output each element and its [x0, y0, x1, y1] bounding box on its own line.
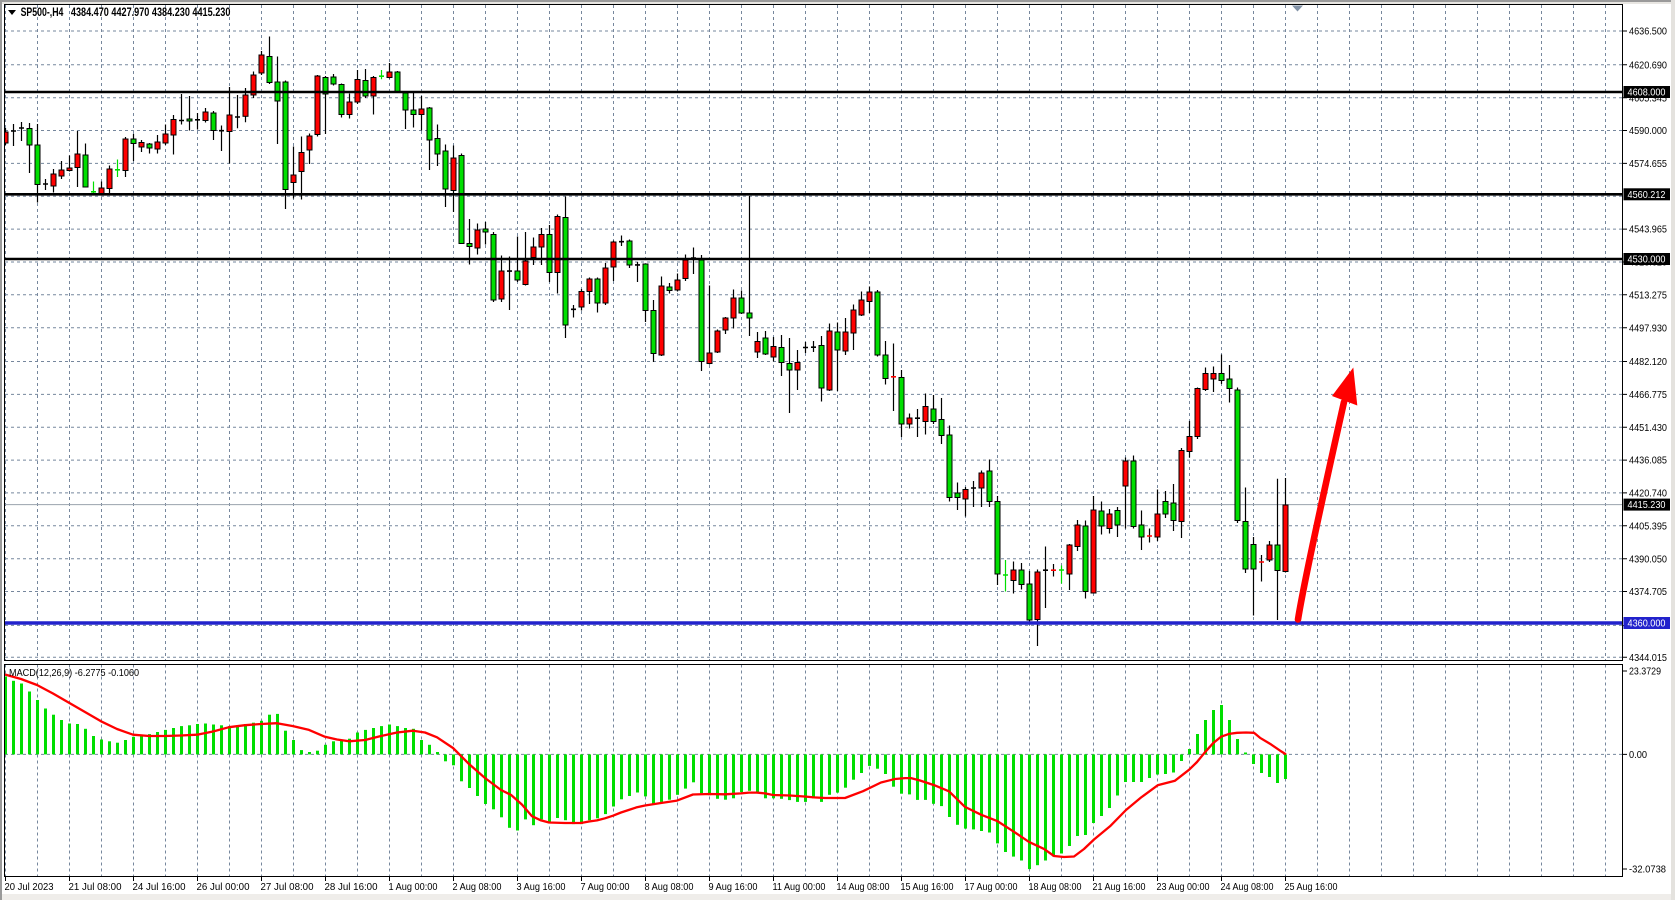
svg-text:24 Jul 16:00: 24 Jul 16:00	[133, 881, 186, 893]
svg-text:SP500-,H4: SP500-,H4	[21, 7, 64, 19]
svg-text:11 Aug 00:00: 11 Aug 00:00	[773, 881, 826, 893]
svg-text:4574.655: 4574.655	[1629, 158, 1667, 170]
svg-text:15 Aug 16:00: 15 Aug 16:00	[901, 881, 954, 893]
svg-text:4384.470 4427.970 4384.230 441: 4384.470 4427.970 4384.230 4415.230	[71, 7, 231, 19]
svg-text:4560.212: 4560.212	[1628, 189, 1666, 201]
svg-text:4530.000: 4530.000	[1628, 254, 1666, 266]
svg-text:21 Aug 16:00: 21 Aug 16:00	[1093, 881, 1146, 893]
svg-text:3 Aug 16:00: 3 Aug 16:00	[517, 881, 566, 893]
svg-text:18 Aug 08:00: 18 Aug 08:00	[1029, 881, 1082, 893]
svg-text:0.00: 0.00	[1629, 749, 1647, 761]
svg-text:4543.965: 4543.965	[1629, 224, 1667, 236]
svg-text:24 Aug 08:00: 24 Aug 08:00	[1221, 881, 1274, 893]
svg-text:4513.275: 4513.275	[1629, 289, 1667, 301]
svg-text:9 Aug 16:00: 9 Aug 16:00	[709, 881, 758, 893]
svg-text:4636.500: 4636.500	[1629, 26, 1667, 38]
svg-text:4415.230: 4415.230	[1628, 499, 1666, 511]
svg-text:4344.015: 4344.015	[1629, 652, 1667, 664]
svg-text:4497.930: 4497.930	[1629, 322, 1667, 334]
svg-text:4482.120: 4482.120	[1629, 356, 1667, 368]
svg-text:21 Jul 08:00: 21 Jul 08:00	[69, 881, 122, 893]
svg-text:4620.690: 4620.690	[1629, 59, 1667, 71]
svg-text:1 Aug 00:00: 1 Aug 00:00	[389, 881, 438, 893]
svg-text:27 Jul 08:00: 27 Jul 08:00	[261, 881, 314, 893]
svg-text:25 Aug 16:00: 25 Aug 16:00	[1285, 881, 1338, 893]
svg-text:7 Aug 00:00: 7 Aug 00:00	[581, 881, 630, 893]
svg-text:23 Aug 00:00: 23 Aug 00:00	[1157, 881, 1210, 893]
svg-text:4466.775: 4466.775	[1629, 389, 1667, 401]
svg-text:4390.050: 4390.050	[1629, 553, 1667, 565]
svg-text:4451.430: 4451.430	[1629, 422, 1667, 434]
svg-text:MACD(12,26,9) -6.2775 -0.1060: MACD(12,26,9) -6.2775 -0.1060	[9, 667, 139, 679]
svg-text:23.3729: 23.3729	[1629, 666, 1661, 678]
svg-text:2 Aug 08:00: 2 Aug 08:00	[453, 881, 502, 893]
svg-text:26 Jul 00:00: 26 Jul 00:00	[197, 881, 250, 893]
svg-text:8 Aug 08:00: 8 Aug 08:00	[645, 881, 694, 893]
svg-text:4608.000: 4608.000	[1628, 87, 1666, 99]
svg-text:-32.0738: -32.0738	[1629, 864, 1666, 876]
svg-text:28 Jul 16:00: 28 Jul 16:00	[325, 881, 378, 893]
svg-text:4360.000: 4360.000	[1628, 618, 1666, 630]
svg-text:17 Aug 00:00: 17 Aug 00:00	[965, 881, 1018, 893]
svg-text:20 Jul 2023: 20 Jul 2023	[5, 881, 54, 893]
svg-text:14 Aug 08:00: 14 Aug 08:00	[837, 881, 890, 893]
svg-text:4374.705: 4374.705	[1629, 586, 1667, 598]
svg-text:4405.395: 4405.395	[1629, 520, 1667, 532]
svg-text:4590.000: 4590.000	[1629, 125, 1667, 137]
svg-text:4436.085: 4436.085	[1629, 455, 1667, 467]
svg-text:4420.740: 4420.740	[1629, 488, 1667, 500]
